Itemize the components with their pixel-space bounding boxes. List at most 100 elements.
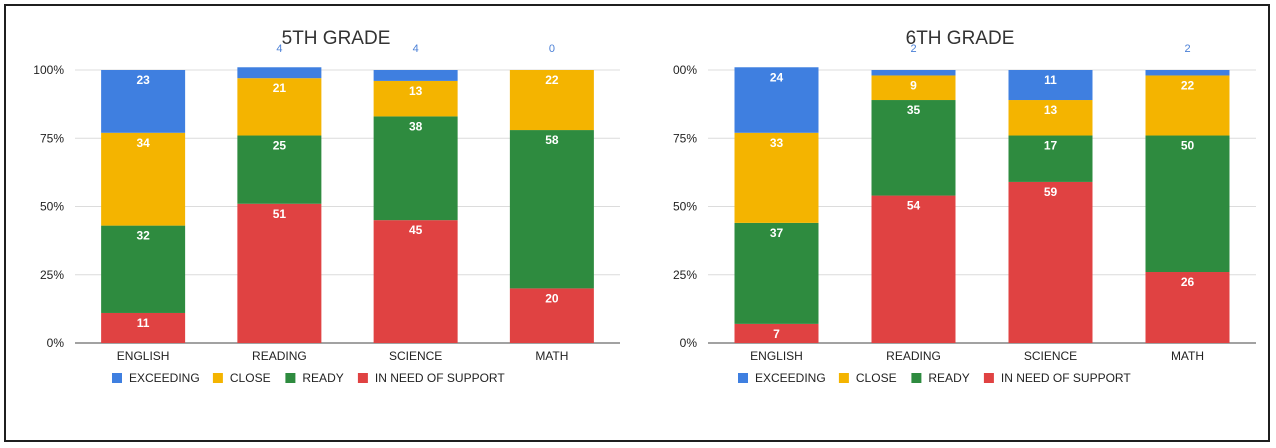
bar-segment-in-need-of-support [1008, 181, 1093, 343]
legend-swatch-ready [285, 373, 296, 383]
data-label: 51 [273, 207, 287, 221]
bar-segment-in-need-of-support [871, 195, 956, 343]
data-label: 20 [545, 291, 559, 305]
legend-label: CLOSE [856, 371, 897, 385]
bar-segment-ready [101, 225, 186, 313]
bar-segment-exceeding [373, 70, 458, 81]
legend-label: READY [928, 371, 969, 385]
bar-segment-ready [509, 130, 594, 289]
bar-segment-close [373, 80, 458, 117]
bar-segment-in-need-of-support [1145, 272, 1230, 343]
data-label: 11 [1044, 73, 1057, 87]
x-category-label: SCIENCE [1024, 349, 1077, 363]
data-label: 45 [409, 223, 423, 237]
x-category-label: READING [252, 349, 307, 363]
y-tick-label: 75% [40, 131, 64, 145]
bar-segment-close [509, 70, 594, 131]
x-category-label: MATH [1171, 349, 1204, 363]
data-label: 13 [409, 84, 423, 98]
bar-segment-close [101, 132, 186, 226]
data-label: 37 [770, 226, 784, 240]
bar-segment-close [871, 75, 956, 101]
legend-label: READY [302, 371, 343, 385]
x-category-label: MATH [535, 349, 568, 363]
y-tick-label: 0% [47, 336, 65, 350]
data-label: 9 [910, 78, 917, 92]
chart-title: 6TH GRADE [906, 28, 1015, 49]
data-label: 59 [1044, 185, 1058, 199]
data-label: 11 [137, 316, 150, 330]
data-label: 24 [770, 70, 784, 84]
legend-swatch-exceeding [112, 373, 122, 383]
data-label: 21 [273, 81, 287, 95]
bar-segment-exceeding [1008, 70, 1093, 101]
data-label: 2 [1184, 43, 1190, 55]
legend-label: EXCEEDING [129, 371, 200, 385]
bar-segment-exceeding [237, 67, 322, 79]
data-label: 35 [907, 103, 921, 117]
data-label: 2 [910, 43, 916, 55]
bar-segment-in-need-of-support [734, 323, 819, 343]
y-tick-label: 0% [680, 336, 698, 350]
legend-label: EXCEEDING [755, 371, 826, 385]
bar-segment-ready [237, 135, 322, 204]
y-tick-label: 25% [40, 268, 64, 282]
data-label: 4 [276, 43, 282, 55]
x-category-label: SCIENCE [389, 349, 442, 363]
data-label: 38 [409, 119, 423, 133]
data-label: 0 [549, 43, 555, 55]
legend-label: IN NEED OF SUPPORT [1001, 371, 1131, 385]
y-tick-label: 00% [673, 63, 697, 77]
legend-label: CLOSE [230, 371, 271, 385]
legend-swatch-in-need-of-support [983, 373, 994, 383]
bar-segment-in-need-of-support [101, 312, 186, 343]
data-label: 7 [773, 327, 780, 341]
bar-segment-ready [1008, 135, 1093, 182]
bar-segment-in-need-of-support [373, 220, 458, 343]
y-tick-label: 50% [673, 200, 697, 214]
data-label: 22 [1181, 78, 1195, 92]
chart-title: 5TH GRADE [282, 28, 391, 49]
bar-segment-close [734, 132, 819, 223]
bar-segment-exceeding [871, 70, 956, 76]
data-label: 32 [136, 229, 150, 243]
bar-segment-close [1008, 100, 1093, 136]
data-label: 13 [1044, 103, 1058, 117]
x-category-label: ENGLISH [750, 349, 803, 363]
data-label: 25 [273, 139, 287, 153]
data-label: 23 [136, 73, 150, 87]
data-label: 26 [1181, 275, 1195, 289]
bar-segment-close [1145, 75, 1230, 136]
bar-segment-ready [734, 222, 819, 324]
y-tick-label: 75% [673, 131, 697, 145]
bar-segment-exceeding [734, 67, 819, 133]
legend-swatch-exceeding [738, 373, 748, 383]
data-label: 33 [770, 136, 784, 150]
bar-segment-exceeding [101, 70, 186, 133]
data-label: 34 [136, 136, 150, 150]
data-label: 17 [1044, 139, 1058, 153]
bar-segment-in-need-of-support [237, 203, 322, 343]
bar-segment-ready [373, 116, 458, 221]
bar-segment-exceeding [1145, 70, 1230, 76]
legend-swatch-close [212, 373, 223, 383]
bar-segment-ready [871, 100, 956, 196]
data-label: 54 [907, 199, 921, 213]
data-label: 22 [545, 73, 559, 87]
bar-segment-ready [1145, 135, 1230, 273]
legend-swatch-in-need-of-support [357, 373, 368, 383]
y-tick-label: 50% [40, 200, 64, 214]
data-label: 4 [413, 43, 419, 55]
legend-swatch-close [838, 373, 849, 383]
y-tick-label: 25% [673, 268, 697, 282]
bar-segment-close [237, 78, 322, 136]
legend-label: IN NEED OF SUPPORT [375, 371, 505, 385]
x-category-label: ENGLISH [117, 349, 170, 363]
data-label: 58 [545, 133, 559, 147]
y-tick-label: 100% [33, 63, 64, 77]
data-label: 50 [1181, 139, 1195, 153]
legend-swatch-ready [911, 373, 922, 383]
bar-segment-in-need-of-support [509, 288, 594, 343]
x-category-label: READING [886, 349, 941, 363]
